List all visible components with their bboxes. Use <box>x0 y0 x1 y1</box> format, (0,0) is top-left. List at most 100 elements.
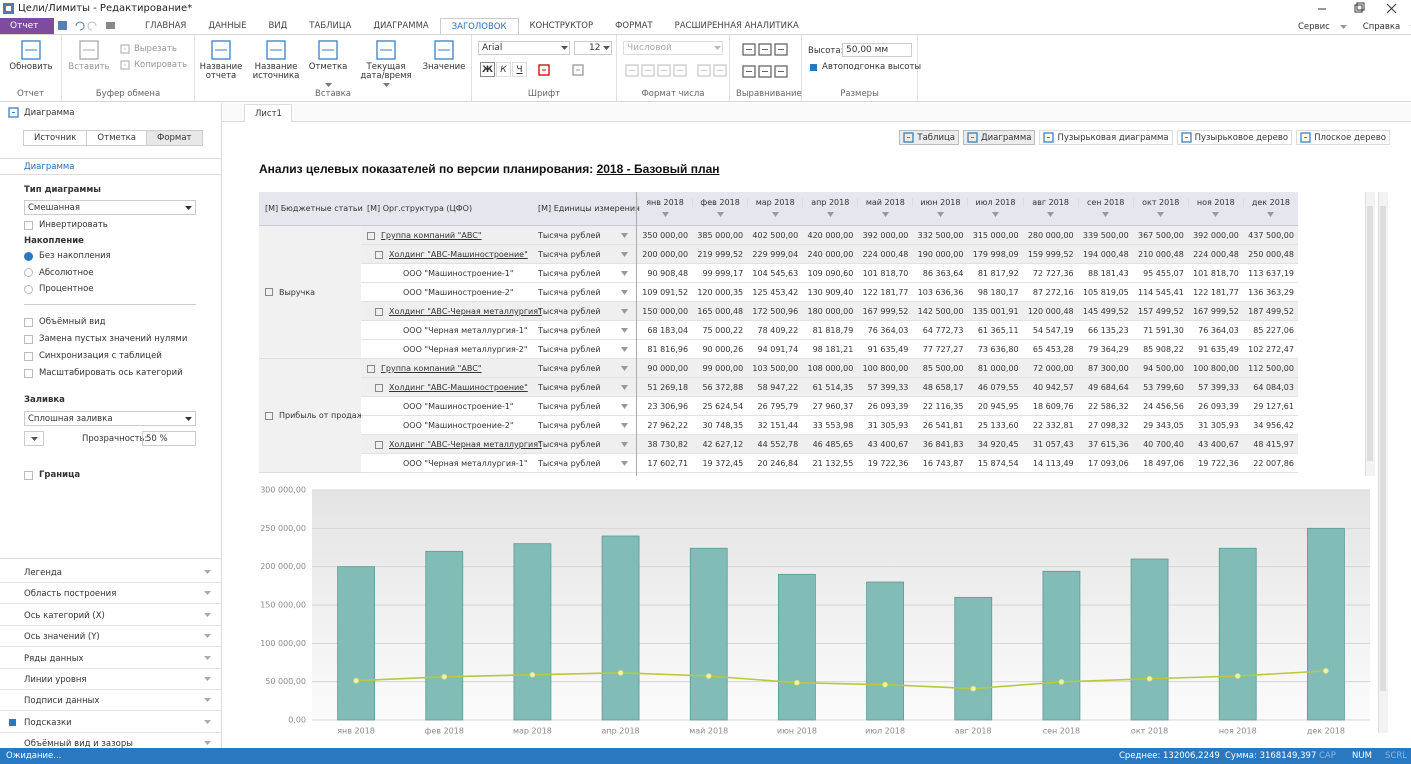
view-button[interactable]: Пузырьковое дерево <box>1176 130 1293 145</box>
org-cell[interactable]: Холдинг "АВС-Машиностроение" <box>375 383 528 392</box>
menu-item[interactable]: Сервис <box>1290 18 1355 34</box>
collapsed-section[interactable]: Ось категорий (X) <box>0 605 221 626</box>
dropdown-arrow[interactable] <box>325 83 332 88</box>
ribbon-tab[interactable]: ТАБЛИЦА <box>309 21 352 31</box>
ribbon-tab[interactable]: ДАННЫЕ <box>208 21 247 31</box>
row-filter[interactable] <box>621 252 628 258</box>
org-cell[interactable]: Группа компаний "АВС" <box>367 231 482 240</box>
org-cell[interactable]: Холдинг "АВС-Машиностроение" <box>375 250 528 259</box>
filter-icon[interactable] <box>1212 212 1220 218</box>
quick-access[interactable] <box>56 20 122 32</box>
dropdown-arrow[interactable] <box>204 570 211 575</box>
panel-tab[interactable]: Формат <box>146 130 203 146</box>
section-label[interactable]: Прибыль от продаж <box>265 411 364 420</box>
dropdown-arrow[interactable] <box>204 741 211 746</box>
dropdown-arrow[interactable] <box>204 655 211 661</box>
dropdown-arrow[interactable] <box>204 719 211 725</box>
report-version[interactable]: 2018 - Базовый план <box>596 162 720 176</box>
month-header[interactable]: ноя 2018 <box>1187 198 1243 207</box>
filter-icon[interactable] <box>1102 212 1110 218</box>
month-header[interactable]: дек 2018 <box>1242 198 1298 207</box>
collapsed-section[interactable]: Ряды данных <box>0 648 221 669</box>
view-button[interactable]: Диаграмма <box>962 130 1036 145</box>
month-header[interactable]: мар 2018 <box>747 198 802 207</box>
dropdown-arrow[interactable] <box>204 698 211 703</box>
filter-icon[interactable] <box>716 212 724 218</box>
month-header[interactable]: янв 2018 <box>637 198 692 207</box>
small-button[interactable]: Вырезать <box>120 44 177 54</box>
dropdown-arrow[interactable] <box>204 591 211 596</box>
filter-icon[interactable] <box>992 212 1000 218</box>
ribbon-tab[interactable]: ВИД <box>268 21 288 31</box>
panel-tab[interactable]: Источник <box>23 130 88 146</box>
height-input[interactable]: 50,00 мм <box>842 43 912 57</box>
month-header[interactable]: авг 2018 <box>1022 198 1078 207</box>
ribbon-tab[interactable]: ФОРМАТ <box>615 21 653 31</box>
small-button[interactable]: Копировать <box>120 60 187 70</box>
ribbon-button[interactable]: Обновить <box>4 38 58 86</box>
filter-icon[interactable] <box>1047 212 1055 218</box>
ribbon-button[interactable]: Отметка <box>305 38 351 88</box>
row-filter[interactable] <box>621 404 628 410</box>
row-filter[interactable] <box>621 461 628 467</box>
ribbon-button[interactable]: Текущая дата/время <box>355 38 417 87</box>
autofit-checkbox[interactable]: Автоподгонка высоты <box>810 62 921 72</box>
font-size-input[interactable]: 12 <box>574 41 612 55</box>
radio-button[interactable]: Абсолютное <box>24 268 93 278</box>
row-filter[interactable] <box>621 442 628 448</box>
menu-item[interactable]: Справка <box>1355 18 1411 34</box>
month-header[interactable]: окт 2018 <box>1132 198 1188 207</box>
dropdown-arrow[interactable] <box>603 46 610 51</box>
org-cell[interactable]: Холдинг "АВС-Черная металлургия" <box>375 307 542 316</box>
view-button[interactable]: Пузырьковая диаграмма <box>1039 130 1173 145</box>
collapsed-section[interactable]: Подписи данных <box>0 690 221 712</box>
scroll-thumb[interactable] <box>1380 206 1386 691</box>
dropdown-arrow[interactable] <box>714 46 721 51</box>
section-label[interactable]: Выручка <box>265 288 315 297</box>
filter-icon[interactable] <box>661 212 669 218</box>
dropdown-arrow[interactable] <box>204 612 211 618</box>
ribbon-tab[interactable]: ЗАГОЛОВОК <box>439 18 519 34</box>
month-header[interactable]: июн 2018 <box>912 198 967 207</box>
collapsed-section[interactable]: Область построения <box>0 583 221 605</box>
view-button[interactable]: Таблица <box>899 130 959 145</box>
month-header[interactable]: апр 2018 <box>802 198 857 207</box>
ribbon-button[interactable]: Значение <box>419 38 469 86</box>
month-header[interactable]: сен 2018 <box>1077 198 1133 207</box>
ribbon-button[interactable]: Название отчета <box>195 38 247 86</box>
month-header[interactable]: июл 2018 <box>967 198 1022 207</box>
checkbox[interactable]: Граница <box>24 470 80 480</box>
format-input[interactable]: Числовой <box>623 41 723 55</box>
style-button[interactable]: Ж <box>480 62 495 77</box>
filter-icon[interactable] <box>826 212 834 218</box>
checkbox[interactable]: Замена пустых значений нулями <box>24 334 187 344</box>
filter-icon[interactable] <box>771 212 779 218</box>
org-cell[interactable]: Группа компаний "АВС" <box>367 364 482 373</box>
view-button[interactable]: Плоское дерево <box>1296 130 1390 145</box>
report-menu[interactable]: Отчет <box>0 18 54 34</box>
filter-icon[interactable] <box>1267 212 1275 218</box>
checkbox[interactable]: Синхронизация с таблицей <box>24 351 162 361</box>
row-filter[interactable] <box>621 233 628 239</box>
style-button[interactable]: Ч <box>512 62 527 77</box>
filter-icon[interactable] <box>1157 212 1165 218</box>
dropdown-arrow[interactable] <box>185 417 192 422</box>
dropdown-arrow[interactable] <box>204 677 211 682</box>
filter-icon[interactable] <box>936 212 944 218</box>
row-filter[interactable] <box>621 423 628 429</box>
collapsed-section[interactable]: Линии уровня <box>0 669 221 690</box>
color-button[interactable] <box>24 431 44 446</box>
collapsed-section[interactable]: Ось значений (Y) <box>0 626 221 648</box>
dropdown[interactable]: Сплошная заливка <box>24 411 196 426</box>
transparency-input[interactable]: 50 % <box>142 431 196 446</box>
row-filter[interactable] <box>621 328 628 334</box>
dropdown-arrow[interactable] <box>185 206 192 211</box>
row-filter[interactable] <box>621 366 628 372</box>
scroll-thumb[interactable] <box>1367 206 1373 461</box>
dropdown-arrow[interactable] <box>204 634 211 639</box>
checkbox[interactable]: Масштабировать ось категорий <box>24 368 183 378</box>
dropdown[interactable]: Смешанная <box>24 200 196 215</box>
filter-icon[interactable] <box>881 212 889 218</box>
row-filter[interactable] <box>621 271 628 277</box>
style-button[interactable]: К <box>496 62 511 77</box>
